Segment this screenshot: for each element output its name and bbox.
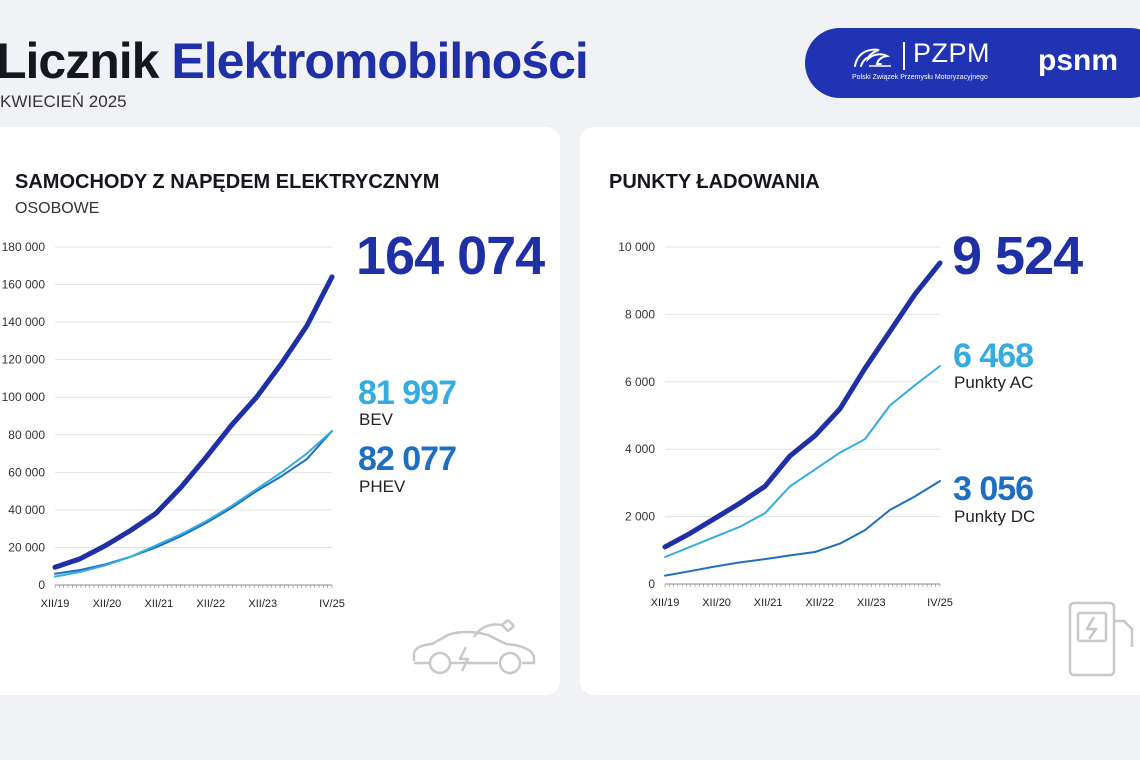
partner-logos: PZPM Polski Związek Przemysłu Motoryzacy… xyxy=(805,28,1140,98)
psnm-logo-text: psnm xyxy=(1038,44,1119,77)
title-part2: Elektromobilności xyxy=(171,33,588,89)
y-tick-label: 80 000 xyxy=(8,428,45,442)
y-tick-label: 120 000 xyxy=(2,353,46,367)
y-tick-label: 6 000 xyxy=(625,375,655,389)
series-line-2 xyxy=(664,480,941,577)
pzpm-logo-text: PZPM xyxy=(913,38,991,68)
x-tick-label: XII/20 xyxy=(93,598,122,610)
dc-label: Punkty DC xyxy=(954,507,1036,526)
y-tick-label: 20 000 xyxy=(8,540,45,554)
y-tick-label: 160 000 xyxy=(2,278,46,292)
x-tick-label: XII/21 xyxy=(145,598,174,610)
ac-total: 6 468 xyxy=(953,337,1034,375)
charging-points-card: PUNKTY ŁADOWANIA 0 2 000 4 000 6 000 8 000 10… xyxy=(580,127,1140,695)
x-tick-label: XII/19 xyxy=(41,598,70,610)
series-line-1 xyxy=(54,430,333,578)
x-tick-label: IV/25 xyxy=(927,597,953,609)
y-tick-label: 100 000 xyxy=(2,390,46,404)
charging-station-icon xyxy=(1068,601,1134,677)
electric-car-icon xyxy=(412,619,536,675)
y-tick-label: 4 000 xyxy=(625,442,655,456)
charging-points-total: 9 524 xyxy=(952,226,1083,286)
y-tick-label: 10 000 xyxy=(618,240,655,254)
x-tick-label: XII/20 xyxy=(702,597,731,609)
x-tick-label: XII/23 xyxy=(857,597,886,609)
ev-cars-card: SAMOCHODY Z NAPĘDEM ELEKTRYCZNYM OSOBOWE… xyxy=(0,127,560,695)
logo-divider xyxy=(903,42,905,70)
y-tick-label: 2 000 xyxy=(625,510,655,524)
x-tick-label: XII/22 xyxy=(196,598,225,610)
y-tick-label: 0 xyxy=(38,578,45,592)
ev-cars-subtitle: OSOBOWE xyxy=(15,200,100,217)
pzpm-logo-icon xyxy=(854,48,891,67)
y-tick-label: 180 000 xyxy=(2,240,46,254)
page-title: Licznik Elektromobilności xyxy=(0,32,589,90)
phev-total: 82 077 xyxy=(358,440,457,478)
series-line-0 xyxy=(52,274,335,570)
ev-cars-title: SAMOCHODY Z NAPĘDEM ELEKTRYCZNYM xyxy=(15,171,440,193)
x-tick-label: XII/22 xyxy=(805,597,834,609)
y-tick-label: 8 000 xyxy=(625,307,655,321)
ac-label: Punkty AC xyxy=(954,373,1034,392)
ev-cars-total: 164 074 xyxy=(356,226,545,286)
charging-points-title: PUNKTY ŁADOWANIA xyxy=(609,171,820,193)
y-tick-label: 40 000 xyxy=(8,503,45,517)
y-tick-label: 140 000 xyxy=(2,315,46,329)
y-tick-label: 0 xyxy=(648,577,655,591)
series-line-1 xyxy=(664,365,941,558)
title-part1: Licznik xyxy=(0,33,159,89)
page-date: KWIECIEŃ 2025 xyxy=(0,92,127,111)
bev-total: 81 997 xyxy=(358,374,457,412)
x-tick-label: XII/19 xyxy=(651,597,680,609)
dc-total: 3 056 xyxy=(953,470,1034,508)
pzpm-logo-subtext: Polski Związek Przemysłu Motoryzacyjnego xyxy=(852,74,988,81)
ev-cars-chart: 0 20 000 40 000 60 000 80 000 100 000 120 000 1… xyxy=(2,240,345,610)
x-tick-label: XII/23 xyxy=(248,598,277,610)
x-tick-label: IV/25 xyxy=(319,598,345,610)
bev-label: BEV xyxy=(359,410,394,429)
series-line-2 xyxy=(54,429,333,575)
x-tick-label: XII/21 xyxy=(754,597,783,609)
phev-label: PHEV xyxy=(359,477,406,496)
y-tick-label: 60 000 xyxy=(8,465,45,479)
series-line-0 xyxy=(662,260,943,550)
charging-points-chart: 0 2 000 4 000 6 000 8 000 10 000 XII/19 XII/20 X… xyxy=(618,240,953,609)
